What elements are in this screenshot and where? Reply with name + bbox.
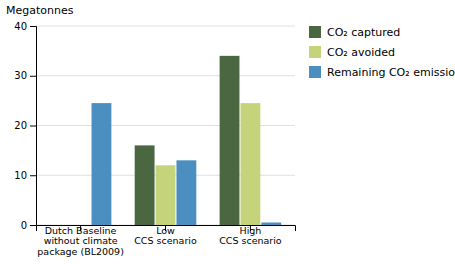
y-axis-line: [30, 27, 37, 226]
bar: [156, 165, 176, 225]
y-tick-mark: [30, 126, 36, 127]
legend-item: CO₂ captured: [309, 26, 400, 39]
legend-label: CO₂ captured: [327, 26, 400, 39]
x-tick: Dutch Baselinewithout climatepackage (BL…: [37, 225, 124, 257]
plot: 0 10 20 30 40 Dutch Baselinewithout climatepa…: [14, 21, 295, 257]
y-tick: 20: [14, 120, 36, 131]
grid: [36, 26, 295, 225]
legend-item: CO₂ avoided: [309, 46, 395, 59]
legend-swatch: [309, 66, 321, 78]
y-tick: 30: [14, 70, 36, 81]
y-axis: 0 10 20 30 40: [14, 21, 36, 231]
y-tick-label: 20: [14, 120, 27, 131]
grid-line: [36, 75, 295, 76]
chart: 0 10 20 30 40 Dutch Baselinewithout climatepa…: [0, 0, 455, 275]
bars: [92, 56, 282, 225]
y-tick: 0: [21, 220, 36, 231]
x-axis: Dutch Baselinewithout climatepackage (BL…: [37, 225, 296, 257]
legend-swatch: [309, 46, 321, 58]
legend-swatch: [309, 26, 321, 38]
x-tick-label: LowCCS scenario: [134, 225, 197, 246]
legend-label: CO₂ avoided: [327, 46, 395, 59]
x-tick: LowCCS scenario: [134, 225, 197, 246]
legend-label: Remaining CO₂ emission: [327, 66, 455, 79]
bar: [135, 145, 155, 225]
y-tick-mark: [30, 225, 36, 226]
bar: [92, 103, 112, 225]
bar: [240, 103, 260, 225]
legend-item: Remaining CO₂ emission: [309, 66, 455, 79]
bar: [261, 223, 281, 225]
x-tick-label: Dutch Baselinewithout climatepackage (BL…: [37, 225, 124, 257]
bar: [220, 56, 240, 225]
y-tick-label: 40: [14, 21, 27, 32]
y-tick: 10: [14, 170, 36, 181]
y-tick-mark: [30, 175, 36, 176]
y-tick-label: 0: [21, 220, 27, 231]
y-tick: 40: [14, 21, 36, 32]
legend: CO₂ captured CO₂ avoided Remaining CO₂ emi…: [309, 26, 455, 79]
y-tick-mark: [30, 76, 36, 77]
grid-line: [36, 26, 295, 27]
bar: [176, 160, 196, 225]
y-tick-label: 10: [14, 170, 27, 181]
x-tick: HighCCS scenario: [219, 225, 282, 246]
x-tick-label: HighCCS scenario: [219, 225, 282, 246]
y-axis-title: Megatonnes: [6, 4, 74, 17]
y-tick-mark: [30, 26, 36, 27]
y-tick-label: 30: [14, 70, 27, 81]
